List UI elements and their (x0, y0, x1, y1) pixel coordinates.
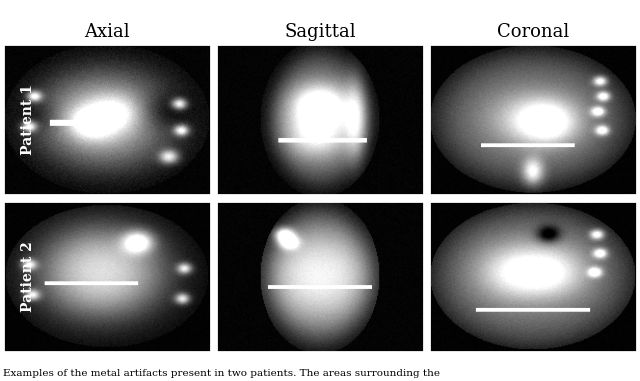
Text: Patient 1: Patient 1 (21, 84, 35, 155)
Text: Examples of the metal artifacts present in two patients. The areas surrounding t: Examples of the metal artifacts present … (3, 369, 440, 378)
Text: Sagittal: Sagittal (284, 23, 356, 41)
Text: Axial: Axial (84, 23, 130, 41)
Text: Coronal: Coronal (497, 23, 569, 41)
Text: Patient 2: Patient 2 (21, 241, 35, 312)
